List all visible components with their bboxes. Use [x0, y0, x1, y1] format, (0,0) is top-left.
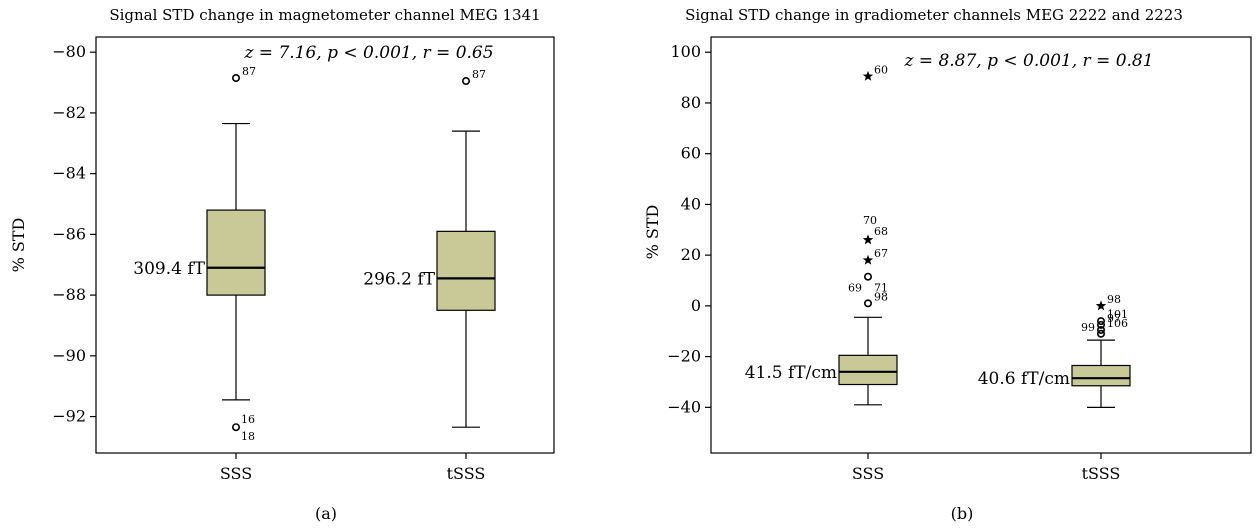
outlier-star — [862, 70, 874, 81]
outlier-circle — [1097, 320, 1106, 329]
panel-b-label: (b) — [951, 504, 974, 523]
x-category-label: SSS — [852, 464, 884, 483]
outlier-circle — [1097, 329, 1106, 338]
x-category-label: tSSS — [1082, 464, 1121, 483]
outlier-circle — [232, 73, 241, 82]
outlier-label: 60 — [874, 63, 888, 76]
box-iqr — [206, 209, 266, 296]
y-tick-label: 0 — [691, 296, 701, 315]
y-tick-label: −86 — [52, 224, 86, 243]
box-annotation: 309.4 fT — [133, 259, 205, 279]
outlier-label: 16 — [241, 413, 255, 426]
box-iqr — [436, 230, 496, 311]
panel-b-y-ticks: 100 80 60 40 20 0 −20 −40 SSS tSSS — [667, 42, 1120, 483]
panel-a-y-ticks: −80 −82 −84 −86 −88 −90 −92 SSS tSSS — [52, 42, 485, 483]
outlier-label: 67 — [874, 247, 888, 260]
panel-a: Signal STD change in magnetometer channe… — [9, 6, 555, 523]
y-tick-label: −20 — [667, 347, 701, 366]
y-tick-label: 80 — [681, 93, 701, 112]
panel-a-label: (a) — [315, 504, 337, 523]
y-tick-label: −84 — [52, 164, 86, 183]
outlier-label: 18 — [241, 430, 255, 443]
outlier-star — [862, 234, 874, 245]
outlier-label: 70 — [863, 214, 877, 227]
panel-a-y-axis-label: % STD — [9, 218, 28, 273]
panel-a-marks: 309.4 fT 87 16 18 296.2 fT 87 — [133, 65, 496, 443]
outlier-star — [862, 254, 874, 265]
panel-b-plot-frame — [710, 36, 1252, 454]
panel-a-title: Signal STD change in magnetometer channe… — [109, 6, 540, 24]
outlier-label: 98 — [874, 290, 888, 303]
outlier-label: 101 — [1107, 308, 1128, 321]
panel-b-y-axis-label: % STD — [643, 205, 662, 260]
box-annotation: 296.2 fT — [363, 269, 435, 289]
outlier-label: 69 — [848, 282, 862, 295]
y-tick-label: 20 — [681, 245, 701, 264]
outlier-label: 68 — [874, 225, 888, 238]
panel-b-title: Signal STD change in gradiometer channel… — [685, 6, 1183, 24]
panel-a-stat-text: z = 7.16, p < 0.001, r = 0.65 — [243, 43, 493, 63]
panel-a-plot-frame — [95, 36, 555, 454]
box-annotation: 41.5 fT/cm — [745, 363, 837, 383]
y-tick-label: −90 — [52, 346, 86, 365]
y-tick-label: −92 — [52, 407, 86, 426]
outlier-circle — [863, 272, 872, 281]
outlier-star — [1095, 300, 1107, 311]
y-tick-label: 60 — [681, 144, 701, 163]
y-tick-label: 100 — [670, 42, 701, 61]
outlier-circle — [1097, 325, 1106, 334]
y-tick-label: 40 — [681, 194, 701, 213]
box-annotation: 40.6 fT/cm — [978, 369, 1070, 389]
outlier-circle — [1097, 317, 1106, 326]
panel-b: Signal STD change in gradiometer channel… — [643, 6, 1252, 523]
box-iqr — [1071, 364, 1131, 387]
outlier-circle — [863, 299, 872, 308]
y-tick-label: −88 — [52, 285, 86, 304]
outlier-circle — [461, 77, 470, 86]
x-category-label: tSSS — [447, 464, 486, 483]
outlier-label: 99 — [1081, 321, 1095, 334]
x-category-label: SSS — [220, 464, 252, 483]
outlier-circle — [232, 423, 241, 432]
outlier-label: 97 — [1107, 312, 1121, 325]
outlier-label: 87 — [242, 65, 256, 78]
outlier-label: 98 — [1107, 293, 1121, 306]
panel-b-stat-text: z = 8.87, p < 0.001, r = 0.81 — [903, 51, 1153, 71]
outlier-label: 71 — [874, 282, 888, 295]
y-tick-label: −82 — [52, 103, 86, 122]
outlier-label: 87 — [472, 68, 486, 81]
box-iqr — [838, 354, 898, 386]
y-tick-label: −40 — [667, 397, 701, 416]
y-tick-label: −80 — [52, 42, 86, 61]
outlier-label: 106 — [1107, 317, 1128, 330]
